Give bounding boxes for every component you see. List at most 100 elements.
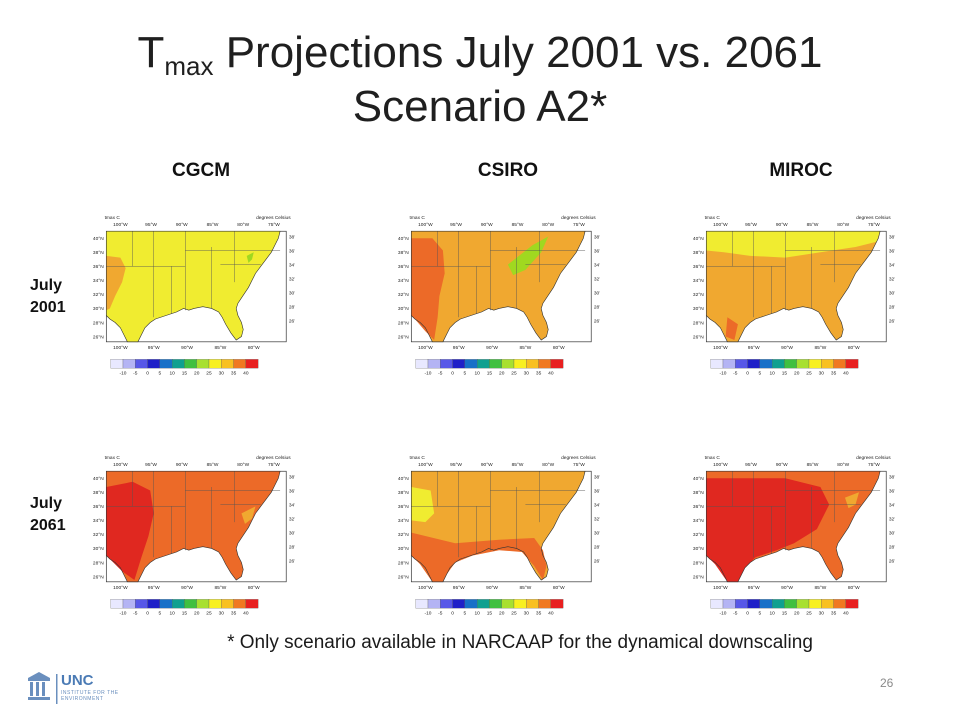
lat-label-right: 36°N (889, 248, 895, 254)
colorbar-swatch (147, 599, 160, 609)
row-label-2061: July 2061 (30, 493, 80, 537)
colorbar-tick: -10 (720, 370, 727, 376)
colorbar-tick: 0 (451, 610, 454, 616)
colorbar-tick: 0 (746, 610, 749, 616)
lat-label-right: 28°N (289, 304, 295, 310)
colorbar-swatch (784, 359, 797, 369)
colorbar-swatch (427, 359, 441, 369)
map-svg: tmax C degrees Celsius 100°W 95°W 90°W 85°W 80… (680, 451, 895, 624)
colorbar-swatch (184, 359, 197, 369)
colorbar-swatch (735, 359, 748, 369)
lat-label-left: 30°N (693, 306, 704, 312)
colorbar-tick: 25 (206, 610, 212, 616)
lat-label-right: 32°N (594, 276, 600, 282)
map-caption-left: tmax C (105, 215, 121, 221)
colorbar-swatch (747, 599, 760, 609)
lat-label-left: 38°N (693, 250, 704, 256)
lon-label-bottom: 85°W (214, 345, 226, 351)
coastline (411, 230, 586, 343)
lat-label-left: 40°N (398, 476, 409, 482)
map-svg: tmax C degrees Celsius 100°W 95°W 90°W 85°W 80… (385, 211, 600, 384)
map-panel-csiro-july-2001: tmax C degrees Celsius 100°W 95°W 90°W 85°W 80… (385, 200, 600, 395)
lat-label-left: 38°N (398, 250, 409, 256)
lon-label-top: 80°W (837, 462, 849, 468)
lat-label-left: 38°N (93, 490, 104, 496)
zone-a (706, 231, 881, 258)
column-label-miroc: MIROC (769, 160, 833, 181)
lat-label-right: 36°N (889, 488, 895, 494)
lat-label-left: 34°N (693, 278, 704, 284)
colorbar-swatch (489, 359, 502, 369)
map-caption-right: degrees Celsius (256, 455, 291, 461)
lon-label-top: 75°W (573, 222, 585, 228)
lon-label-bottom: 80°W (848, 585, 860, 591)
lat-label-left: 30°N (93, 546, 104, 552)
colorbar-swatch (526, 599, 539, 609)
colorbar-tick: 5 (759, 610, 762, 616)
lon-label-top: 90°W (776, 462, 788, 468)
colorbar-tick: 25 (206, 370, 212, 376)
colorbar-swatch (196, 599, 210, 609)
lat-label-right: 36°N (594, 248, 600, 254)
lat-label-right: 32°N (289, 276, 295, 282)
lon-label-bottom: 80°W (553, 585, 565, 591)
colorbar-swatch (710, 359, 724, 369)
colorbar-tick: 10 (169, 610, 175, 616)
lon-label-bottom: 90°W (181, 585, 193, 591)
lat-label-left: 32°N (93, 532, 104, 538)
colorbar-tick: 30 (524, 610, 530, 616)
colorbar-swatch (440, 359, 453, 369)
colorbar-swatch (208, 599, 222, 609)
lat-label-right: 32°N (889, 276, 895, 282)
colorbar-swatch (821, 599, 834, 609)
title-subscript: max (164, 51, 214, 81)
lat-label-right: 38°N (289, 234, 295, 240)
colorbar-swatch (415, 359, 429, 369)
lat-label-right: 30°N (289, 530, 295, 536)
colorbar-tick: 10 (474, 610, 480, 616)
lon-label-bottom: 85°W (214, 585, 226, 591)
lat-label-left: 28°N (398, 560, 409, 566)
logo-name: UNC (61, 672, 94, 689)
lat-label-left: 36°N (398, 264, 409, 270)
colorbar-swatch (526, 359, 539, 369)
lat-label-right: 32°N (289, 516, 295, 522)
colorbar-swatch (233, 599, 246, 609)
colorbar-swatch (821, 359, 834, 369)
lon-label-top: 80°W (837, 222, 849, 228)
lat-label-left: 32°N (693, 532, 704, 538)
colorbar-tick: -5 (133, 610, 138, 616)
colorbar-swatch (221, 359, 234, 369)
colorbar-tick: 5 (464, 610, 467, 616)
lat-label-right: 36°N (289, 248, 295, 254)
colorbar-tick: 35 (231, 370, 237, 376)
lon-label-bottom: 95°W (453, 345, 465, 351)
zone-b (241, 506, 256, 524)
colorbar-swatch (735, 599, 748, 609)
lat-label-right: 26°N (594, 559, 600, 565)
lon-label-bottom: 95°W (748, 585, 760, 591)
land-base (411, 231, 586, 342)
colorbar-tick: 40 (243, 610, 249, 616)
lat-label-left: 30°N (398, 306, 409, 312)
colorbar-swatch (110, 599, 124, 609)
colorbar-swatch (845, 359, 859, 369)
lon-label-bottom: 95°W (148, 585, 160, 591)
logo-subtitle: INSTITUTE FOR THE ENVIRONMENT (61, 690, 119, 702)
map-caption-right: degrees Celsius (856, 215, 891, 221)
lat-label-right: 34°N (289, 502, 295, 508)
colorbar-tick: 15 (182, 370, 188, 376)
lon-label-top: 95°W (745, 462, 757, 468)
footnote: * Only scenario available in NARCAAP for… (227, 632, 813, 653)
colorbar-swatch (759, 359, 773, 369)
row-label-2001-line1: July (30, 277, 63, 294)
coastline (411, 470, 586, 583)
colorbar-tick: 0 (746, 370, 749, 376)
colorbar-swatch (796, 359, 810, 369)
lat-label-left: 34°N (398, 518, 409, 524)
lat-label-left: 26°N (398, 334, 409, 340)
colorbar-swatch (784, 599, 797, 609)
map-svg: tmax C degrees Celsius 100°W 95°W 90°W 85°W 80… (385, 451, 600, 624)
lat-label-left: 30°N (693, 546, 704, 552)
lat-label-left: 36°N (93, 264, 104, 270)
